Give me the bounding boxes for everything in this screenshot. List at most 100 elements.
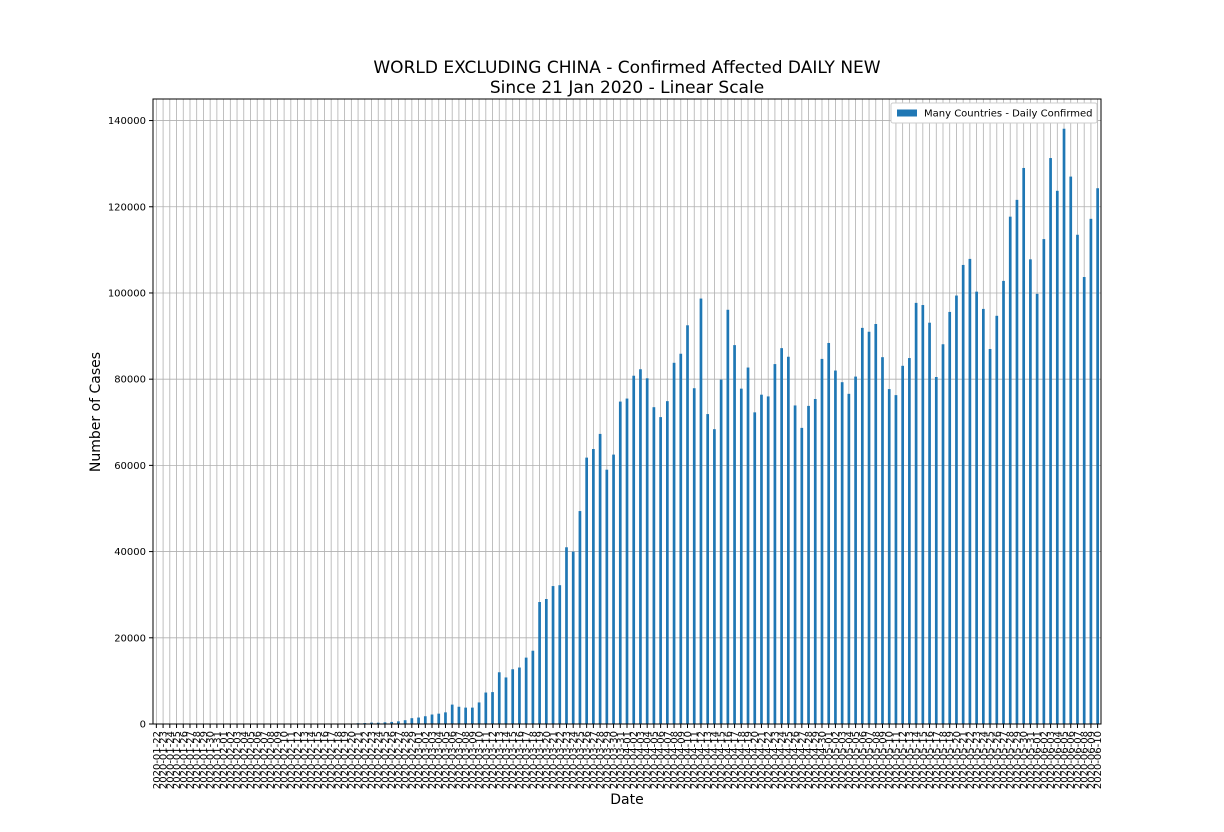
y-tick-label: 140000 [108,116,146,127]
y-axis-label: Number of Cases [88,352,104,472]
bar [619,402,622,724]
bar [417,718,420,724]
bar [928,323,931,724]
legend-swatch [897,110,917,117]
bar [753,412,756,724]
bar [921,305,924,724]
bar [666,401,669,724]
bar [518,668,521,724]
bar [605,470,608,724]
bar [948,312,951,724]
y-tick-label: 100000 [108,288,146,299]
bar [491,692,494,724]
bar [982,309,985,724]
bar [1096,188,1099,724]
bar [632,376,635,724]
bar [693,388,696,724]
x-tick-label: 2020-06-10 [1093,731,1104,789]
bar [1063,129,1066,724]
bar [464,708,467,724]
bar [794,405,797,724]
bar [955,296,958,724]
bar [404,720,407,724]
bar [975,292,978,724]
bar [989,349,992,724]
bar [558,585,561,724]
bar [511,669,514,724]
bar [431,715,434,724]
x-axis-label: Date [610,792,643,808]
bar [713,429,716,724]
bar [995,316,998,724]
bar [498,672,501,724]
bar [471,708,474,724]
bar [962,265,965,724]
bar [1029,259,1032,724]
bar [861,328,864,724]
bar [935,377,938,724]
bar [451,705,454,724]
bar [478,702,481,724]
bar [915,303,918,724]
bar [814,399,817,724]
bar [727,310,730,724]
bar [1049,158,1052,724]
bar [565,547,568,724]
bar [673,363,676,724]
bar [1022,168,1025,724]
bar [1002,281,1005,724]
bar [969,259,972,724]
bar [458,707,461,724]
y-tick-label: 80000 [114,375,146,386]
bar [787,357,790,724]
bar [848,394,851,724]
bar [895,395,898,724]
bar [821,359,824,724]
y-tick-label: 40000 [114,547,146,558]
bar [538,602,541,724]
bar [874,324,877,724]
bar [579,511,582,724]
bar [740,389,743,724]
bar [1036,294,1039,724]
bar [639,369,642,724]
bar [834,371,837,724]
bar [424,716,427,724]
y-tick-label: 120000 [108,202,146,213]
bar [841,382,844,724]
bar [437,714,440,724]
bar [411,718,414,724]
bar [1083,277,1086,724]
bar [679,354,682,724]
bar [444,712,447,724]
bar [700,299,703,724]
y-tick-label: 60000 [114,461,146,472]
bar [733,345,736,724]
bar [1056,191,1059,724]
bar [888,389,891,724]
y-tick-label: 20000 [114,633,146,644]
bar [659,417,662,724]
bar [901,366,904,724]
bar [545,599,548,724]
bar [1069,177,1072,724]
bar [484,693,487,724]
bar [572,552,575,724]
bar [747,368,750,724]
bar [1043,239,1046,724]
bar [827,343,830,724]
bar [686,325,689,724]
bar [585,458,588,724]
chart-subtitle: Since 21 Jan 2020 - Linear Scale [490,78,764,98]
bar [599,434,602,724]
bar [780,348,783,724]
bar [807,406,810,724]
bar [760,395,763,724]
bar [532,651,535,724]
chart-title: WORLD EXCLUDING CHINA - Confirmed Affect… [373,58,880,78]
bar [653,407,656,724]
bar [1090,219,1093,724]
bar [525,658,528,724]
bar [505,677,508,724]
